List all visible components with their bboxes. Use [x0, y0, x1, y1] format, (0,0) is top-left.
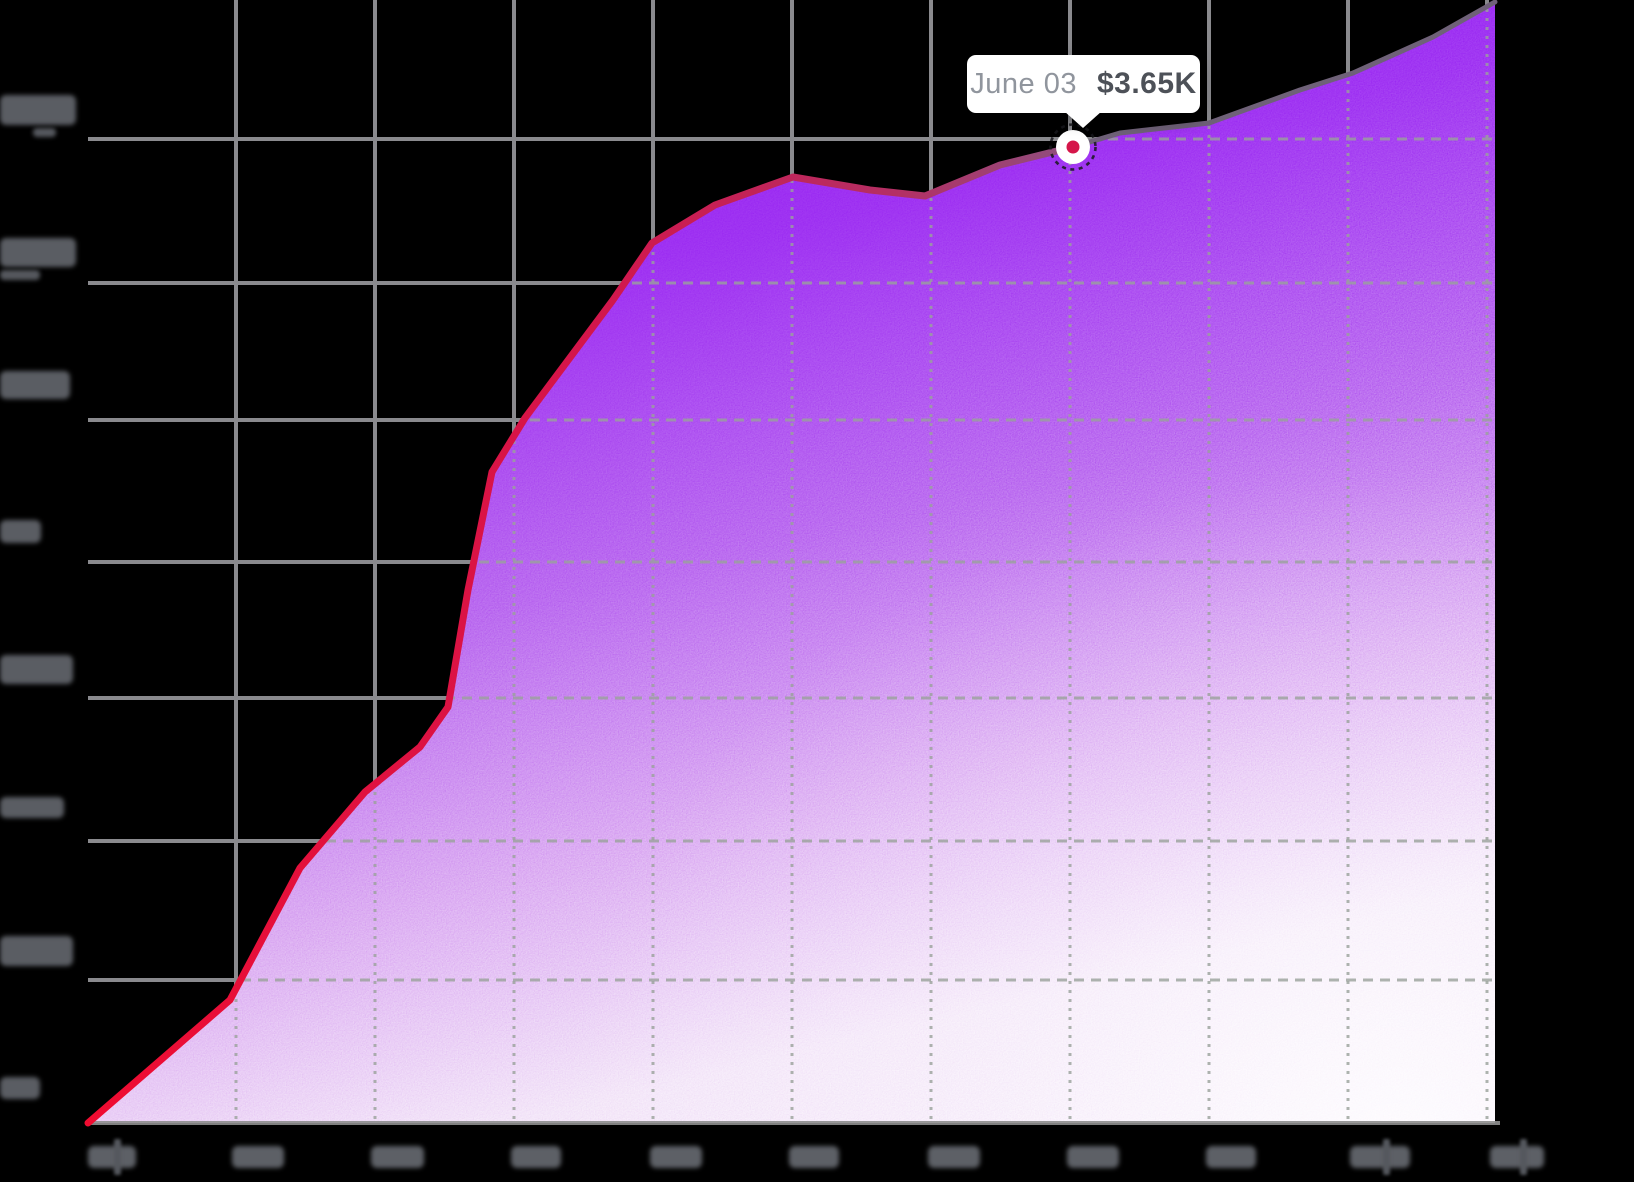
axis-label-blob: [0, 655, 73, 684]
axis-label-blob: [1519, 1139, 1527, 1175]
axis-label-blob: [1383, 1139, 1390, 1175]
axis-label-blob: [928, 1146, 980, 1168]
axis-label-blob: [0, 797, 64, 818]
data-point-marker[interactable]: [1049, 123, 1097, 171]
axis-label-blob: [0, 95, 76, 125]
axis-label-blob: [33, 128, 56, 137]
tooltip-date: June 03: [970, 67, 1077, 100]
axis-label-blob: [1067, 1146, 1119, 1168]
axis-label-blob: [114, 1139, 122, 1175]
marker-center-dot: [1066, 140, 1080, 154]
axis-label-blob: [1350, 1146, 1410, 1168]
axis-label-blob: [789, 1146, 839, 1168]
series-line-future: [1070, 0, 1498, 150]
axis-label-blob: [650, 1146, 702, 1168]
axis-label-blob: [88, 1146, 136, 1168]
axis-label-blob: [0, 1077, 40, 1099]
tooltip: June 03 $3.65K: [967, 55, 1200, 128]
axis-label-blob: [511, 1146, 561, 1168]
axis-label-blob: [1490, 1146, 1544, 1168]
series-line-past: [84, 143, 1077, 1127]
tooltip-caret: [1064, 111, 1102, 128]
axis-label-blob: [232, 1146, 284, 1168]
axis-label-blob: [0, 520, 41, 543]
axis-label-blob: [0, 936, 73, 966]
tooltip-value: $3.65K: [1096, 67, 1197, 100]
axis-label-blob: [0, 371, 70, 399]
axis-label-blob: [0, 238, 76, 267]
axis-label-blob: [0, 270, 40, 280]
axis-label-blob: [1206, 1146, 1256, 1168]
axis-label-blob: [371, 1146, 424, 1168]
